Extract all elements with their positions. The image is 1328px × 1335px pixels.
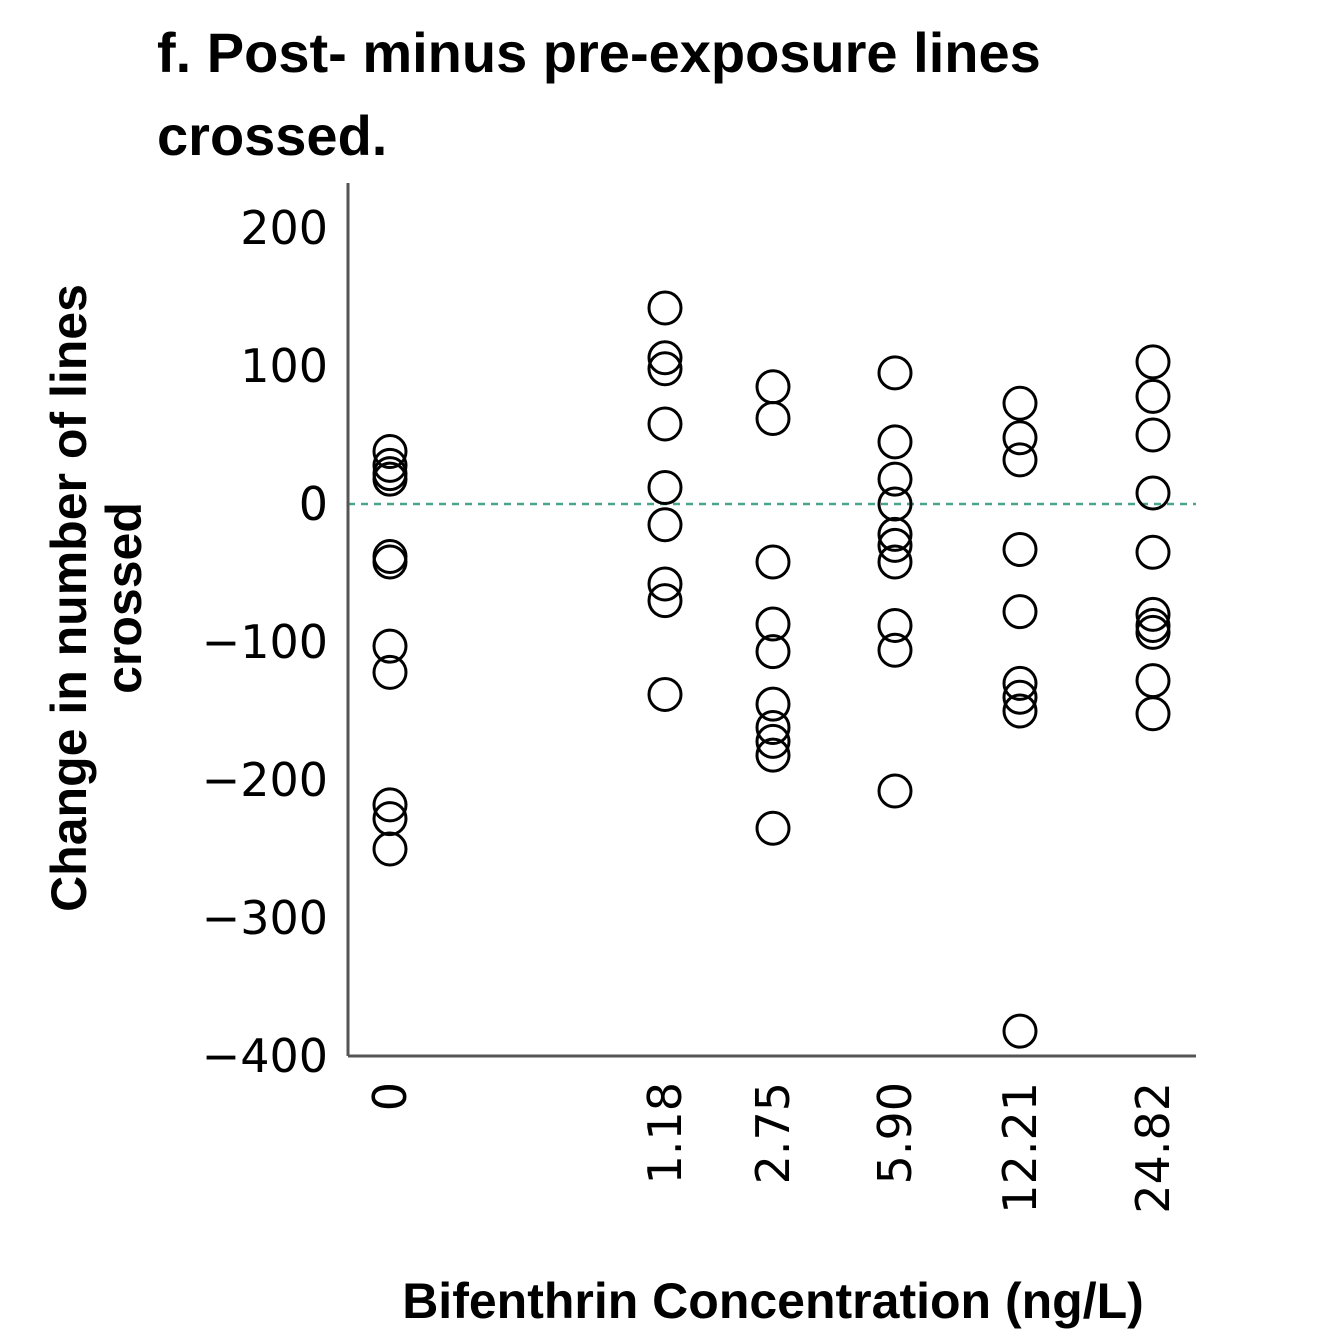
data-point <box>755 369 791 405</box>
data-point <box>1135 663 1171 699</box>
data-point <box>1135 378 1171 414</box>
data-point <box>647 676 683 712</box>
data-point <box>1135 344 1171 380</box>
y-tick-labels: 200 100 0 −100 −200 −300 −400 <box>202 201 328 1083</box>
data-point <box>1135 596 1171 632</box>
data-point <box>877 527 913 563</box>
data-point <box>647 406 683 442</box>
data-point <box>372 787 408 823</box>
data-point <box>877 773 913 809</box>
data-point <box>1002 594 1038 630</box>
y-tick-label: −300 <box>202 891 328 945</box>
data-point <box>1002 693 1038 729</box>
x-tick-label: 24.82 <box>1126 1082 1180 1214</box>
data-point <box>647 351 683 387</box>
data-point <box>877 486 913 522</box>
data-point <box>372 461 408 497</box>
data-point <box>1002 420 1038 456</box>
data-point <box>755 710 791 746</box>
data-point <box>1002 665 1038 701</box>
data-point <box>1002 442 1038 478</box>
data-point <box>1135 614 1171 650</box>
x-tick-label: 2.75 <box>746 1082 800 1184</box>
data-point <box>1135 417 1171 453</box>
data-point <box>877 424 913 460</box>
data-point <box>877 607 913 643</box>
data-point <box>1002 385 1038 421</box>
data-point <box>647 566 683 602</box>
y-tick-label: −400 <box>202 1029 328 1083</box>
data-point <box>755 737 791 773</box>
y-axis-label-line-1: Change in number of lines <box>41 284 97 912</box>
chart-title-line-1: f. Post- minus pre-exposure lines <box>157 21 1041 84</box>
data-point <box>1135 534 1171 570</box>
y-tick-label: 100 <box>240 339 328 393</box>
x-tick-label: 0 <box>363 1082 417 1111</box>
data-point <box>372 801 408 837</box>
x-axis-label: Bifenthrin Concentration (ng/L) <box>402 1273 1144 1329</box>
data-point <box>755 810 791 846</box>
y-tick-label: −100 <box>202 615 328 669</box>
data-point <box>755 634 791 670</box>
data-point <box>647 340 683 376</box>
data-point <box>877 632 913 668</box>
data-point <box>647 507 683 543</box>
data-point <box>647 469 683 505</box>
x-tick-label: 12.21 <box>993 1082 1047 1214</box>
data-point <box>877 355 913 391</box>
data-point <box>877 461 913 497</box>
data-point <box>372 447 408 483</box>
data-point <box>877 544 913 580</box>
data-point <box>1135 696 1171 732</box>
data-point <box>1002 679 1038 715</box>
y-tick-label: 200 <box>240 201 328 255</box>
chart-title-line-2: crossed. <box>157 104 387 167</box>
data-point <box>647 583 683 619</box>
y-tick-label: 0 <box>299 477 328 531</box>
x-tick-label: 1.18 <box>638 1082 692 1184</box>
y-tick-label: −200 <box>202 753 328 807</box>
data-point <box>755 723 791 759</box>
data-point <box>755 686 791 722</box>
data-point <box>647 290 683 326</box>
data-point <box>1002 532 1038 568</box>
data-point <box>755 544 791 580</box>
x-tick-labels: 0 1.18 2.75 5.90 12.21 24.82 <box>363 1082 1180 1214</box>
data-point <box>755 606 791 642</box>
data-point <box>372 434 408 470</box>
x-tick-label: 5.90 <box>868 1082 922 1184</box>
data-point <box>1135 475 1171 511</box>
data-point <box>755 400 791 436</box>
data-point <box>877 516 913 552</box>
data-point <box>372 544 408 580</box>
data-points <box>372 290 1171 1049</box>
data-point <box>1002 1013 1038 1049</box>
data-point <box>372 831 408 867</box>
y-axis-label-line-2: crossed <box>96 502 152 694</box>
data-point <box>372 654 408 690</box>
data-point <box>372 628 408 664</box>
